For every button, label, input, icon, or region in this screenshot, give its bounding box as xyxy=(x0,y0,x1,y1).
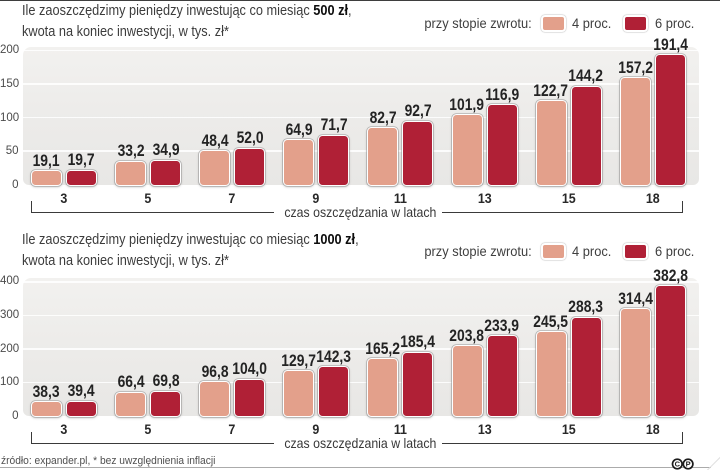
svg-text:C: C xyxy=(675,459,681,468)
svg-text:P: P xyxy=(686,459,691,468)
